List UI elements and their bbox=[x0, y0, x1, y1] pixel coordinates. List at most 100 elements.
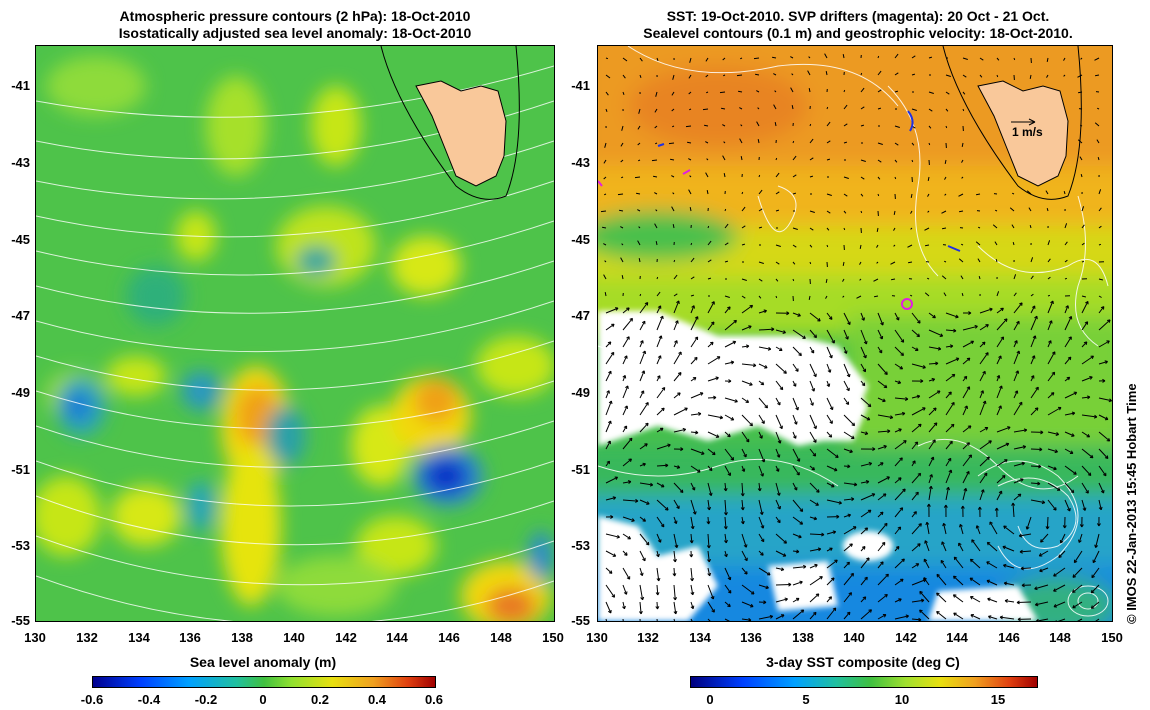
velocity-arrow-head bbox=[827, 369, 832, 373]
velocity-arrow-head bbox=[1005, 442, 1010, 447]
velocity-arrow bbox=[826, 431, 832, 438]
velocity-arrow bbox=[775, 295, 778, 299]
velocity-arrow bbox=[739, 57, 743, 60]
velocity-arrow bbox=[961, 176, 964, 179]
velocity-arrow-head bbox=[659, 427, 664, 432]
velocity-arrow bbox=[672, 223, 675, 229]
velocity-arrow bbox=[953, 556, 964, 569]
velocity-arrow bbox=[962, 442, 970, 450]
velocity-arrow-head bbox=[1019, 549, 1023, 554]
velocity-arrow-head bbox=[640, 340, 644, 344]
velocity-arrow-head bbox=[1048, 320, 1053, 324]
velocity-arrow bbox=[792, 533, 802, 538]
velocity-arrow bbox=[639, 482, 653, 486]
velocity-arrow bbox=[792, 397, 799, 411]
velocity-arrow-head bbox=[740, 493, 745, 497]
velocity-arrow bbox=[605, 460, 610, 467]
velocity-arrow bbox=[923, 577, 930, 586]
velocity-arrow-head bbox=[1073, 471, 1077, 475]
velocity-arrow bbox=[758, 310, 767, 314]
velocity-arrow bbox=[792, 499, 803, 512]
velocity-arrow bbox=[654, 125, 658, 129]
velocity-arrow bbox=[605, 550, 616, 557]
velocity-arrow-head bbox=[935, 361, 939, 366]
velocity-arrow bbox=[1013, 462, 1025, 467]
velocity-arrow-head bbox=[1040, 430, 1044, 435]
velocity-arrow-head bbox=[1055, 432, 1060, 436]
svp-drifter-tracks bbox=[598, 110, 961, 310]
tasmania-land bbox=[380, 46, 520, 200]
velocity-arrow bbox=[724, 601, 731, 607]
velocity-arrow bbox=[774, 121, 777, 127]
velocity-arrow bbox=[962, 425, 972, 433]
velocity-arrow-head bbox=[829, 406, 834, 411]
velocity-arrow bbox=[826, 106, 829, 110]
velocity-arrow-head bbox=[986, 561, 990, 565]
velocity-arrow bbox=[826, 448, 839, 458]
velocity-arrow bbox=[894, 412, 905, 416]
velocity-arrow bbox=[943, 523, 947, 535]
velocity-arrow bbox=[894, 329, 905, 343]
velocity-arrow-head bbox=[813, 425, 817, 430]
velocity-arrow bbox=[792, 581, 803, 586]
velocity-arrow-head bbox=[697, 411, 702, 416]
velocity-arrow-head bbox=[810, 402, 814, 406]
velocity-arrow bbox=[877, 89, 882, 93]
velocity-arrow bbox=[741, 191, 744, 195]
velocity-arrow bbox=[911, 599, 924, 603]
lon-tick: 134 bbox=[128, 630, 150, 645]
velocity-arrow bbox=[688, 158, 692, 161]
velocity-arrow-head bbox=[1072, 574, 1077, 578]
velocity-arrow bbox=[758, 397, 768, 409]
velocity-arrow-head bbox=[1039, 447, 1043, 452]
velocity-arrow bbox=[1020, 567, 1032, 570]
velocity-arrow bbox=[1047, 482, 1061, 491]
velocity-arrow bbox=[724, 306, 731, 314]
velocity-arrow bbox=[654, 108, 658, 113]
velocity-arrow bbox=[809, 346, 815, 354]
velocity-arrow bbox=[826, 346, 833, 359]
velocity-arrow bbox=[741, 618, 751, 621]
velocity-arrow-head bbox=[975, 525, 980, 529]
velocity-arrow bbox=[911, 407, 926, 416]
velocity-arrow-head bbox=[660, 483, 665, 488]
velocity-arrow-head bbox=[829, 547, 833, 552]
velocity-arrow bbox=[961, 159, 964, 163]
velocity-arrow-head bbox=[1031, 355, 1036, 359]
sst-svg bbox=[598, 46, 1112, 621]
velocity-arrow bbox=[860, 159, 866, 162]
velocity-arrow bbox=[707, 533, 710, 549]
velocity-arrow bbox=[809, 448, 816, 457]
velocity-arrow bbox=[925, 244, 930, 247]
velocity-arrow bbox=[860, 346, 867, 359]
velocity-arrow bbox=[1011, 192, 1015, 195]
velocity-arrow-head bbox=[918, 423, 922, 428]
velocity-arrow-head bbox=[793, 421, 798, 425]
velocity-arrow-head bbox=[899, 457, 903, 461]
velocity-arrow-head bbox=[988, 615, 992, 619]
velocity-arrow bbox=[1072, 567, 1083, 578]
velocity-arrow bbox=[602, 226, 607, 229]
velocity-arrow-head bbox=[943, 504, 948, 508]
velocity-arrow bbox=[741, 499, 744, 511]
velocity-arrow-head bbox=[1022, 445, 1027, 449]
velocity-arrow bbox=[1064, 376, 1071, 382]
velocity-arrow-head bbox=[826, 383, 831, 387]
velocity-arrow bbox=[1098, 306, 1105, 314]
velocity-arrow bbox=[639, 340, 644, 348]
velocity-arrow bbox=[605, 74, 611, 79]
velocity-arrow bbox=[945, 125, 948, 129]
velocity-arrow bbox=[758, 295, 762, 299]
velocity-arrow-head bbox=[966, 386, 971, 390]
velocity-arrow bbox=[976, 193, 981, 196]
velocity-arrow-head bbox=[699, 392, 704, 396]
velocity-arrow-head bbox=[1014, 390, 1019, 394]
velocity-arrow bbox=[1081, 301, 1089, 314]
velocity-arrow bbox=[843, 611, 851, 620]
velocity-arrow bbox=[792, 431, 797, 439]
velocity-arrow bbox=[945, 373, 956, 382]
velocity-arrow bbox=[1013, 493, 1022, 501]
velocity-arrow bbox=[637, 209, 641, 212]
velocity-arrow bbox=[1081, 260, 1085, 263]
velocity-arrow-head bbox=[740, 506, 745, 511]
